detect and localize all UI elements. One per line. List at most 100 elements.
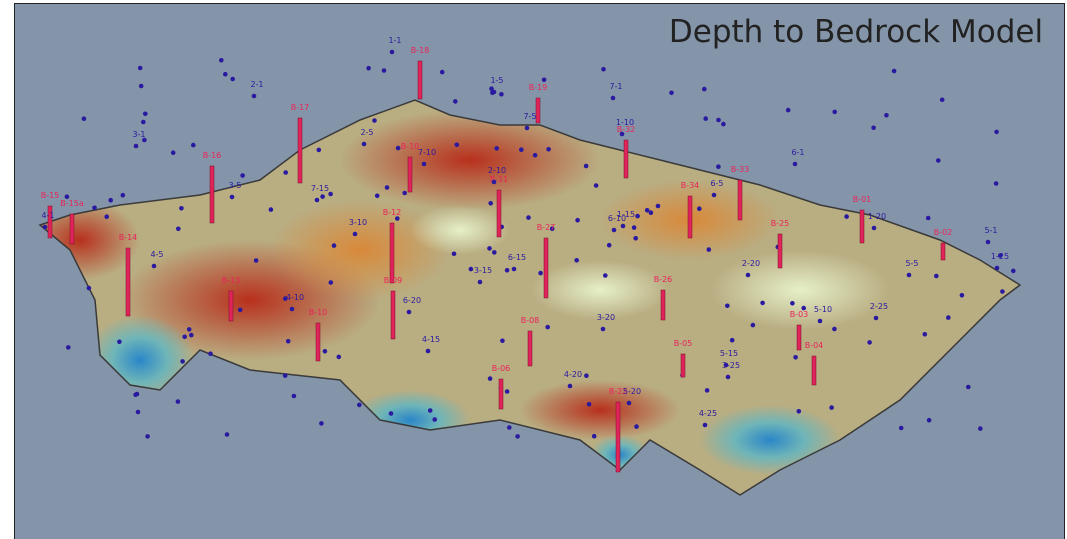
survey-dot	[505, 389, 510, 394]
borehole-label: B-10	[401, 142, 420, 151]
grid-point	[601, 327, 606, 332]
borehole	[408, 157, 412, 192]
survey-dot	[389, 411, 394, 416]
survey-dot	[960, 293, 965, 298]
survey-dot	[705, 388, 710, 393]
model-title: Depth to Bedrock Model	[669, 14, 1043, 50]
survey-dot	[283, 170, 288, 175]
borehole-label: B-34	[681, 181, 700, 190]
borehole-label: B-08	[521, 316, 540, 325]
borehole	[298, 118, 302, 183]
survey-dot	[730, 338, 735, 343]
survey-dot	[994, 130, 999, 135]
borehole	[210, 166, 214, 223]
grid-point-label: 7-15	[311, 184, 329, 193]
grid-point	[874, 316, 879, 321]
survey-dot	[603, 273, 608, 278]
grid-point	[621, 224, 626, 229]
grid-point-label: 3-10	[349, 218, 367, 227]
grid-point	[512, 267, 517, 272]
grid-point	[492, 180, 497, 185]
grid-point-label: 1-1	[388, 36, 401, 45]
survey-dot	[332, 243, 337, 248]
survey-dot	[884, 113, 889, 118]
grid-point	[703, 423, 708, 428]
survey-dot	[189, 333, 194, 338]
survey-dot	[867, 340, 872, 345]
survey-dot	[176, 227, 181, 232]
grid-point-label: 2-10	[488, 166, 506, 175]
borehole	[778, 234, 782, 268]
survey-dot	[499, 92, 504, 97]
survey-dot	[940, 98, 945, 103]
grid-point-label: 1-20	[868, 212, 886, 221]
grid-point	[252, 94, 257, 99]
survey-dot	[428, 408, 433, 413]
survey-dot	[519, 147, 524, 152]
survey-dot	[936, 158, 941, 163]
survey-dot	[254, 258, 259, 263]
survey-dot	[453, 99, 458, 104]
survey-dot	[538, 271, 543, 276]
grid-point	[315, 198, 320, 203]
survey-dot	[66, 345, 71, 350]
survey-dot	[790, 301, 795, 306]
survey-dot	[751, 323, 756, 328]
survey-dot	[176, 399, 181, 404]
survey-dot	[139, 84, 144, 89]
borehole-label: B-25	[771, 219, 790, 228]
borehole	[391, 291, 395, 339]
grid-point	[746, 273, 751, 278]
grid-point-label: 5-15	[720, 349, 738, 358]
survey-dot	[669, 91, 674, 96]
borehole	[624, 140, 628, 178]
grid-point	[620, 132, 625, 137]
borehole-label: B-12	[383, 208, 402, 217]
survey-dot	[402, 191, 407, 196]
borehole-label: B-03	[790, 310, 809, 319]
survey-dot	[702, 87, 707, 92]
borehole	[681, 354, 685, 377]
grid-point	[422, 162, 427, 167]
grid-point-label: 5-10	[814, 305, 832, 314]
grid-point	[986, 240, 991, 245]
survey-dot	[337, 355, 342, 360]
grid-point	[152, 264, 157, 269]
borehole-label: B-33	[731, 165, 750, 174]
grid-point	[568, 384, 573, 389]
survey-dot	[92, 206, 97, 211]
survey-dot	[584, 164, 589, 169]
survey-dot	[892, 69, 897, 74]
grid-point-label: 6-1	[791, 148, 804, 157]
grid-point-label: 6-20	[403, 296, 421, 305]
survey-dot	[82, 116, 87, 121]
grid-point-label: 5-20	[623, 387, 641, 396]
survey-dot	[533, 153, 538, 158]
grid-point	[230, 195, 235, 200]
survey-dot	[136, 410, 141, 415]
survey-dot	[145, 434, 150, 439]
survey-dot	[292, 394, 297, 399]
survey-dot	[899, 426, 904, 431]
borehole-label: B-04	[805, 341, 824, 350]
grid-point-label: 3-25	[722, 361, 740, 370]
grid-point-label: 3-15	[474, 266, 492, 275]
survey-dot	[320, 194, 325, 199]
survey-dot	[786, 108, 791, 113]
survey-dot	[240, 173, 245, 178]
survey-dot	[452, 252, 457, 257]
borehole-label: B-05	[674, 339, 693, 348]
survey-dot	[366, 66, 371, 71]
survey-dot	[208, 351, 213, 356]
viewport: B-18B-19B-17B-16B-15B-15aB-10B-32B-33B-3…	[0, 0, 1067, 539]
grid-point-label: 6-5	[710, 179, 723, 188]
borehole-label: B-15	[41, 191, 60, 200]
grid-point-label: 2-5	[360, 128, 373, 137]
survey-dot	[584, 373, 589, 378]
grid-point-label: 3-20	[597, 313, 615, 322]
grid-point	[726, 375, 731, 380]
grid-point	[995, 266, 1000, 271]
grid-point-label: 3-5	[228, 181, 241, 190]
borehole	[738, 180, 742, 220]
survey-dot	[793, 355, 798, 360]
